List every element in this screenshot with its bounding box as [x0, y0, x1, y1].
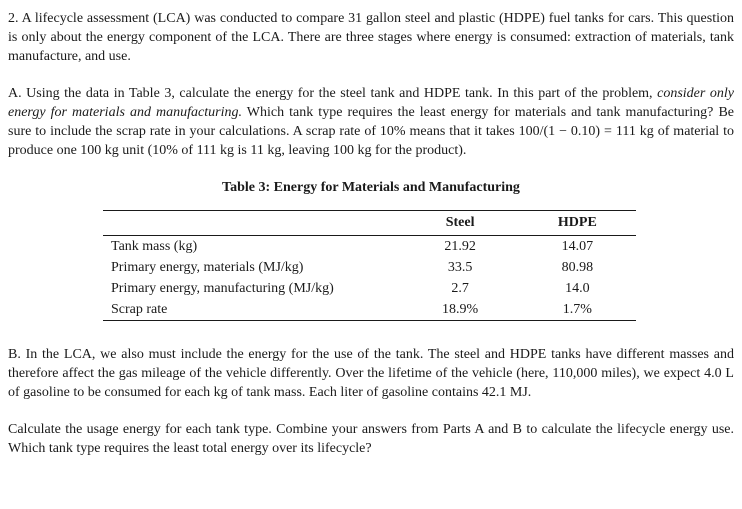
table-header-hdpe: HDPE — [518, 210, 636, 236]
hdpe-value: 1.7% — [562, 302, 592, 317]
row-label: Primary energy, materials (MJ/kg) — [111, 260, 304, 275]
hdpe-value: 80.98 — [561, 260, 594, 275]
energy-table: Steel HDPE Tank mass (kg) 21.92 14.07 Pr… — [103, 210, 636, 321]
part-a-text-continued: Which tank type requires the least energ… — [8, 105, 735, 158]
steel-value: 21.92 — [444, 239, 476, 254]
table-header-blank — [103, 210, 402, 236]
steel-value: 2.7 — [451, 281, 469, 296]
table-header-row: Steel HDPE — [103, 210, 636, 236]
row-label: Scrap rate — [111, 302, 168, 317]
hdpe-value: 14.0 — [565, 281, 590, 296]
row-label: Primary energy, manufacturing (MJ/kg) — [111, 281, 334, 296]
table-row: Primary energy, materials (MJ/kg) 33.5 8… — [103, 257, 636, 278]
table-title: Table 3: Energy for Materials and Manufa… — [222, 180, 520, 195]
part-b-paragraph: B. In the LCA, we also must include the … — [8, 347, 734, 400]
part-a-paragraph: A. Using the data in Table 3, calculate … — [8, 84, 734, 160]
table-row: Scrap rate 18.9% 1.7% — [103, 299, 636, 321]
part-a-text: A. Using the data in Table 3, calculate … — [8, 86, 653, 101]
closing-paragraph: Calculate the usage energy for each tank… — [8, 422, 734, 456]
row-label: Tank mass (kg) — [111, 239, 198, 254]
part-a-italic-text: consider only energy for materials and m… — [8, 86, 734, 120]
steel-value: 33.5 — [447, 260, 473, 275]
table-header-steel: Steel — [401, 210, 519, 236]
table-row: Tank mass (kg) 21.92 14.07 — [103, 236, 636, 258]
hdpe-value: 14.07 — [561, 239, 594, 254]
intro-paragraph: 2. A lifecycle assessment (LCA) was cond… — [8, 11, 734, 64]
steel-value: 18.9% — [442, 302, 479, 317]
table-row: Primary energy, manufacturing (MJ/kg) 2.… — [103, 278, 636, 299]
